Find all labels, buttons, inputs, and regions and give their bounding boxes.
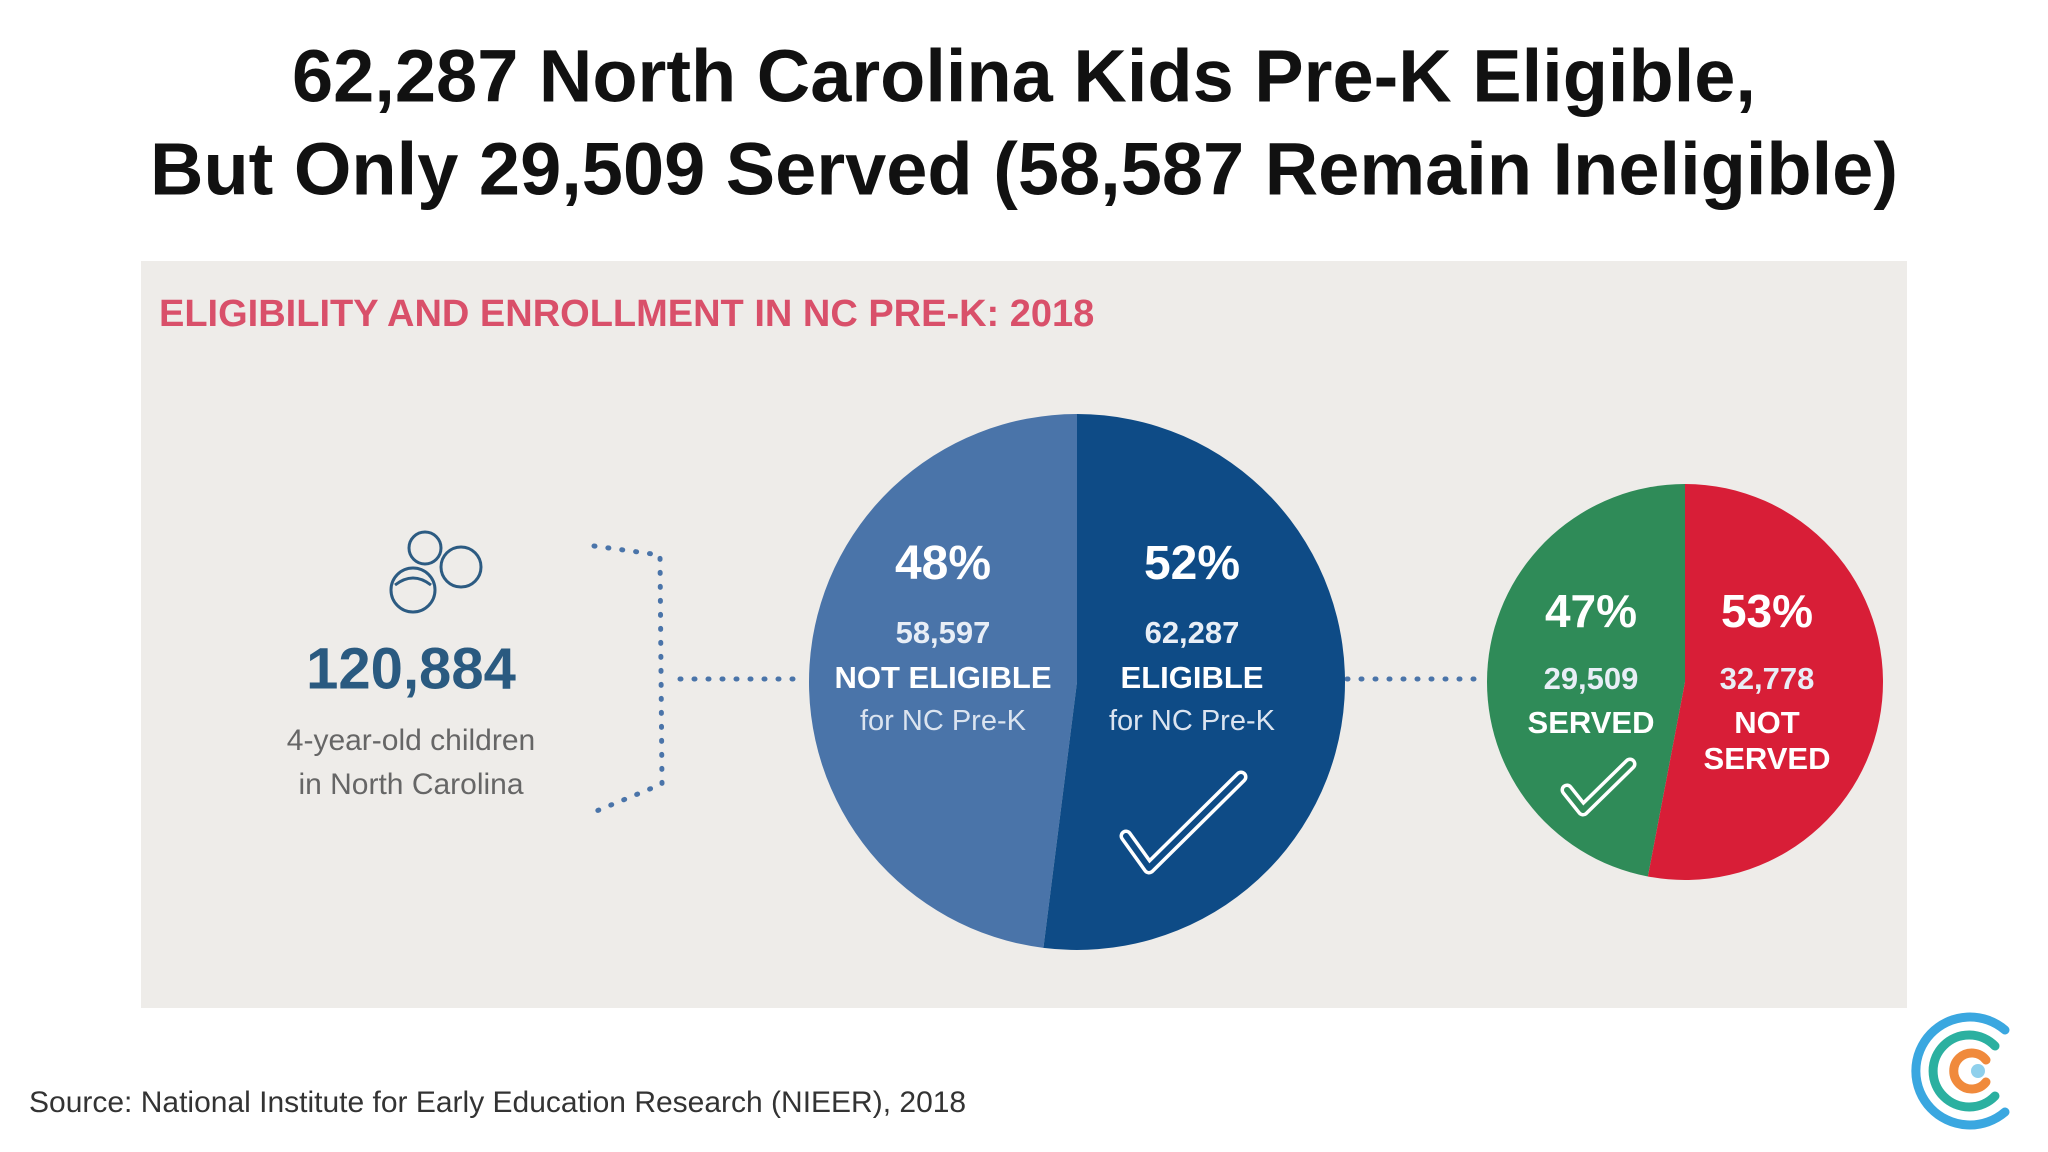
total: 120,884 xyxy=(306,636,516,701)
value-label: 47% xyxy=(1544,584,1638,637)
pie-slice xyxy=(808,414,1077,948)
panel-heading: ELIGIBILITY AND ENROLLMENT IN NC PRE-K: … xyxy=(159,293,1094,335)
category-label: NOT ELIGIBLE xyxy=(834,660,1052,696)
count-label: 62,287 xyxy=(1144,615,1240,651)
value-label: 48% xyxy=(894,537,992,591)
checkmark xyxy=(1564,761,1633,813)
logo xyxy=(1911,1012,2010,1130)
checkmark xyxy=(1123,774,1244,871)
category-note: for NC Pre-K xyxy=(1109,705,1275,738)
slide-title: But Only 29,509 Served (58,587 Remain In… xyxy=(150,128,1898,211)
pie-slice xyxy=(1487,484,1685,877)
value-label: 53% xyxy=(1720,584,1814,637)
count-label: 29,509 xyxy=(1543,661,1639,697)
total-caption: in North Carolina xyxy=(298,768,523,801)
source: Source: National Institute for Early Edu… xyxy=(29,1086,966,1119)
value-label: 52% xyxy=(1143,537,1241,591)
children-icon xyxy=(389,530,483,614)
category-note: for NC Pre-K xyxy=(860,705,1026,738)
pie-slice xyxy=(1647,484,1883,881)
category-label: NOT SERVED xyxy=(1703,705,1831,776)
slide-title: 62,287 North Carolina Kids Pre-K Eligibl… xyxy=(292,35,1756,118)
category-label: SERVED xyxy=(1527,705,1655,741)
connector xyxy=(591,543,1487,815)
count-label: 32,778 xyxy=(1719,661,1815,697)
pie-slice xyxy=(1043,414,1345,950)
count-label: 58,597 xyxy=(895,615,991,651)
total-caption: 4-year-old children xyxy=(287,724,535,757)
category-label: ELIGIBLE xyxy=(1120,660,1264,696)
